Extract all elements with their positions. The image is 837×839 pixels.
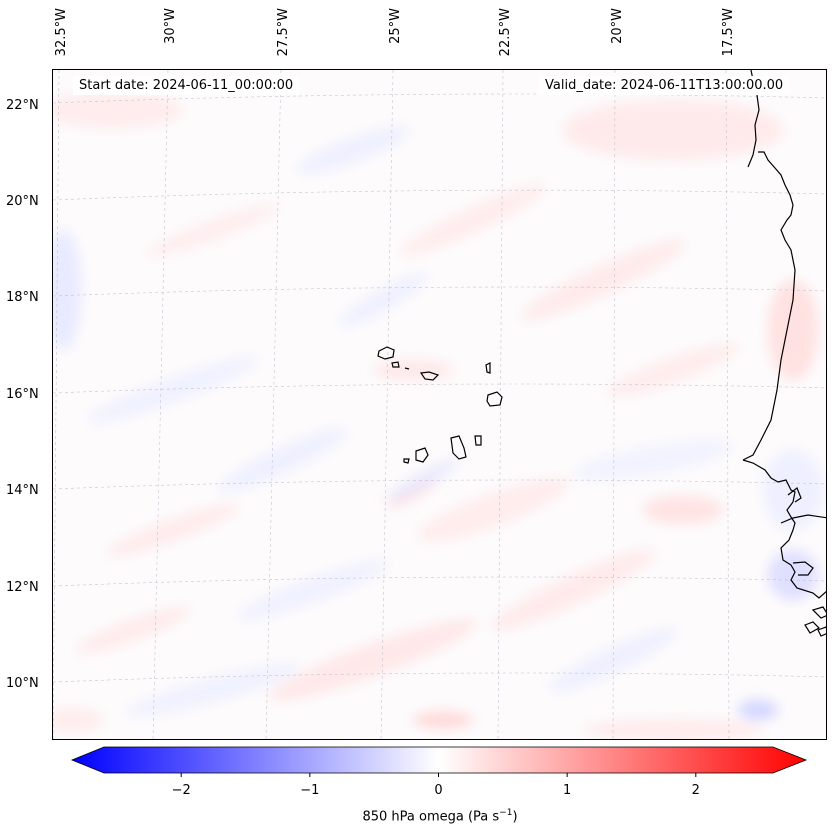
colorbar-label: 850 hPa omega (Pa s−1) [362, 808, 518, 825]
colorbar-tick-label: 0 [434, 783, 443, 798]
lat-label-12n: 12°N [6, 580, 39, 595]
colorbar [70, 746, 808, 777]
valid-date-label: Valid_date: 2024-06-11T13:00:00.00 [539, 76, 790, 95]
colorbar-tick-label: −2 [171, 783, 191, 798]
map-panel[interactable] [52, 69, 827, 740]
lat-label-16n: 16°N [6, 387, 39, 402]
lon-label-20w: 20°W [610, 8, 625, 44]
lon-label-27-5w: 27.5°W [276, 8, 291, 57]
lon-label-32-5w: 32.5°W [54, 8, 69, 57]
graticule [53, 70, 826, 739]
lon-label-25w: 25°W [388, 8, 403, 44]
lat-label-14n: 14°N [6, 483, 39, 498]
colorbar-bar [70, 746, 808, 774]
lon-label-30w: 30°W [163, 8, 178, 44]
lon-label-22-5w: 22.5°W [498, 8, 513, 57]
start-date-label: Start date: 2024-06-11_00:00:00 [73, 76, 300, 95]
lat-label-18n: 18°N [6, 290, 39, 305]
lon-label-17-5w: 17.5°W [721, 8, 736, 57]
lat-label-22n: 22°N [6, 98, 39, 113]
lat-label-20n: 20°N [6, 194, 39, 209]
colorbar-tick-label: 1 [563, 783, 572, 798]
colorbar-tick-label: −1 [300, 783, 320, 798]
colorbar-tick-label: 2 [691, 783, 700, 798]
omega-field [53, 92, 823, 739]
cape-verde-islands [377, 346, 503, 464]
omega-field-map [53, 70, 826, 739]
lat-label-10n: 10°N [6, 676, 39, 691]
